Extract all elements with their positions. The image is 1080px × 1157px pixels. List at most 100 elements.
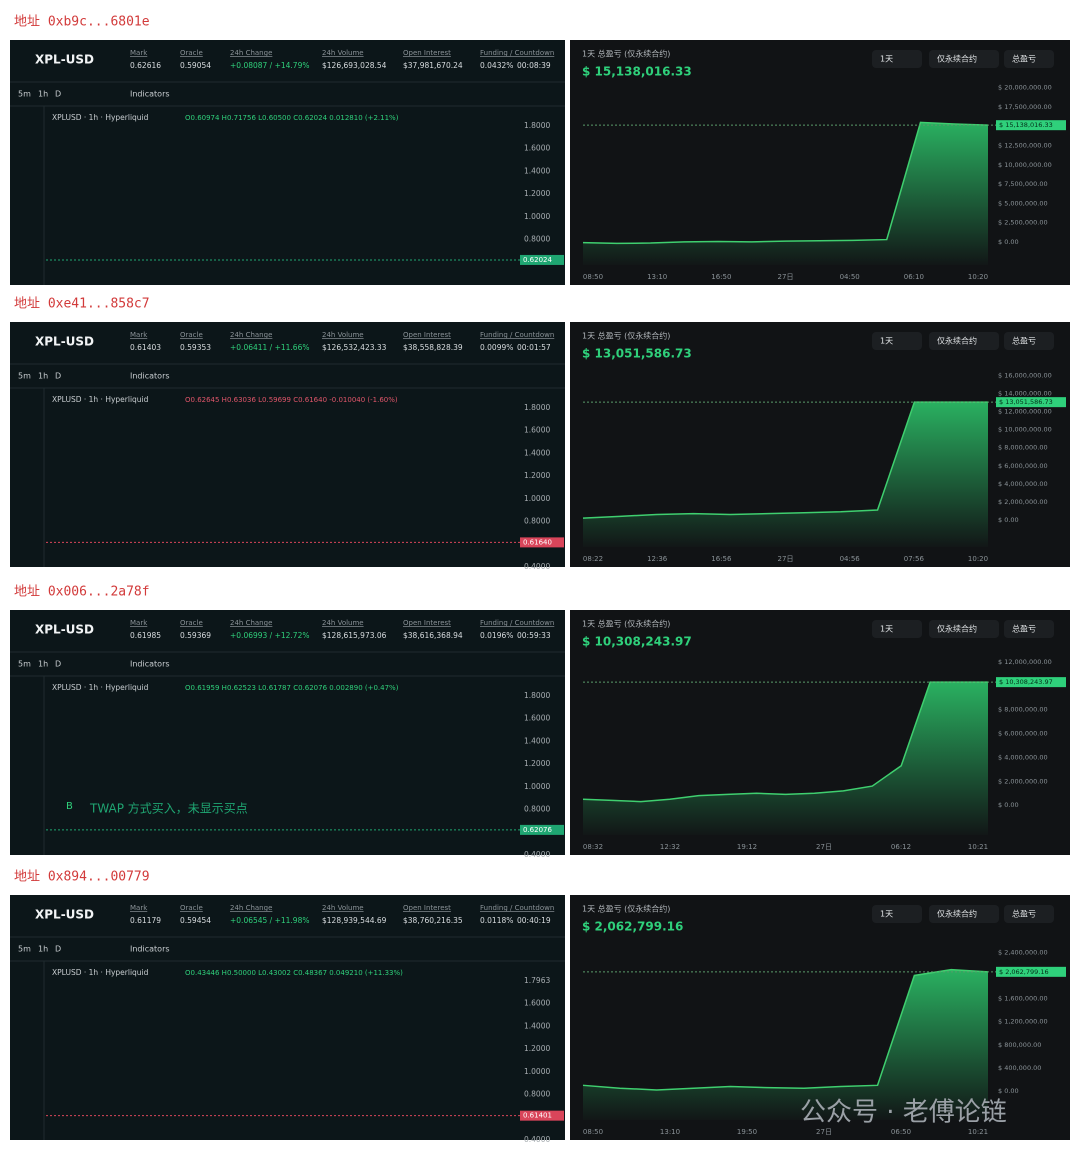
price-tick-label: 1.2000 [524, 1044, 550, 1053]
stat-value: 0.0099% [480, 343, 513, 352]
stat-value: 0.59369 [180, 631, 211, 640]
selector-label: 1天 [880, 55, 893, 64]
toolbar-item: D [55, 945, 61, 954]
stat-value: 0.59454 [180, 916, 211, 925]
pnl-x-label: 08:50 [583, 273, 603, 281]
price-tick-label: 1.6000 [524, 999, 550, 1008]
ohlc: O0.61959 H0.62523 L0.61787 C0.62076 0.00… [185, 684, 399, 692]
pnl-tick-label: $ 16,000,000.00 [998, 372, 1052, 380]
pnl-x-label: 13:10 [660, 1128, 680, 1136]
price-badge-label: 0.62024 [523, 256, 552, 264]
selector [1004, 620, 1054, 638]
stat-label: 24h Change [230, 619, 272, 627]
selector-label: 1天 [880, 625, 893, 634]
market-panel [10, 40, 565, 285]
pnl-area [583, 969, 988, 1120]
ohlc: O0.62645 H0.63036 L0.59699 C0.61640 -0.0… [185, 396, 398, 404]
pnl-x-label: 16:50 [711, 273, 731, 281]
pnl-x-label: 12:32 [660, 843, 680, 851]
selector [929, 332, 999, 350]
pnl-x-label: 04:56 [840, 555, 861, 563]
address-label: 地址 0x006...2a78f [14, 585, 150, 600]
pnl-value: $ 10,308,243.97 [582, 635, 692, 649]
stat-value: +0.06993 / +12.72% [230, 631, 309, 640]
selector-label: 总盈亏 [1012, 54, 1036, 64]
current-badge-label: $ 10,308,243.97 [999, 678, 1053, 686]
current-badge [996, 397, 1066, 408]
current-badge [996, 677, 1066, 688]
pnl-line [582, 121, 989, 245]
pnl-tick-label: $ 1,200,000.00 [998, 1018, 1048, 1026]
toolbar-item: 5m [18, 660, 31, 669]
pnl-tick-label: $ 2,400,000.00 [998, 948, 1048, 956]
stat-label: Open Interest [403, 331, 451, 339]
symbol: XPL-USD [35, 623, 94, 637]
pnl-x-label: 10:21 [968, 1128, 988, 1136]
pnl-tick-label: $ 0.00 [998, 238, 1019, 246]
symbol: XPL-USD [35, 908, 94, 922]
stat-value: +0.06545 / +11.98% [230, 916, 309, 925]
toolbar-item: 5m [18, 372, 31, 381]
stat-label: Open Interest [403, 619, 451, 627]
price-badge-label: 0.61401 [523, 1112, 552, 1120]
pnl-tick-label: $ 1,600,000.00 [998, 995, 1048, 1003]
price-tick-label: 1.0000 [524, 494, 550, 503]
price-tick-label: 0.8000 [524, 805, 550, 814]
stat-label: Open Interest [403, 49, 451, 57]
countdown: 00:59:33 [517, 631, 551, 640]
price-tick-label: 0.8000 [524, 235, 550, 244]
stat-value: 0.0432% [480, 61, 513, 70]
stat-label: Mark [130, 331, 148, 339]
chart-legend: XPLUSD · 1h · Hyperliquid [52, 683, 149, 692]
stat-label: 24h Change [230, 49, 272, 57]
stat-label: 24h Change [230, 904, 272, 912]
ohlc: O0.60974 H0.71756 L0.60500 C0.62024 0.01… [185, 114, 399, 122]
pnl-x-label: 16:56 [711, 555, 732, 563]
pnl-tick-label: $ 20,000,000.00 [998, 84, 1052, 92]
stat-label: Open Interest [403, 904, 451, 912]
stat-label: 24h Volume [322, 331, 364, 339]
price-badge-label: 0.62076 [523, 826, 552, 834]
pnl-tick-label: $ 17,500,000.00 [998, 103, 1052, 111]
current-badge-label: $ 2,062,799.16 [999, 968, 1049, 976]
selector [929, 620, 999, 638]
pnl-x-label: 07:56 [904, 555, 925, 563]
selector [929, 50, 999, 68]
pnl-tick-label: $ 12,000,000.00 [998, 658, 1052, 666]
pnl-tick-label: $ 2,500,000.00 [998, 219, 1048, 227]
toolbar-item: 1h [38, 90, 48, 99]
stat-label: Oracle [180, 619, 203, 627]
toolbar-item: 5m [18, 90, 31, 99]
toolbar-item: Indicators [130, 945, 170, 954]
price-tick-label: 0.4000 [524, 562, 550, 571]
stat-value: $38,616,368.94 [403, 631, 463, 640]
price-tick-label: 1.0000 [524, 212, 550, 221]
price-badge [520, 824, 564, 835]
chart-legend: XPLUSD · 1h · Hyperliquid [52, 395, 149, 404]
ohlc: O0.43446 H0.50000 L0.43002 C0.48367 0.04… [185, 969, 403, 977]
pnl-tick-label: $ 8,000,000.00 [998, 444, 1048, 452]
pnl-tick-label: $ 6,000,000.00 [998, 462, 1048, 470]
price-tick-label: 1.0000 [524, 782, 550, 791]
pnl-x-label: 19:12 [737, 843, 757, 851]
market-panel [10, 610, 565, 855]
pnl-tick-label: $ 4,000,000.00 [998, 480, 1048, 488]
pnl-title: 1天 总盈亏 (仅永续合约) [582, 49, 670, 59]
price-tick-label: 1.6000 [524, 714, 550, 723]
stat-value: 0.59054 [180, 61, 211, 70]
toolbar-item: Indicators [130, 372, 170, 381]
countdown: 00:01:57 [517, 343, 551, 352]
stat-value: 0.62616 [130, 61, 161, 70]
pnl-x-label: 06:12 [891, 843, 911, 851]
price-tick-label: 1.2000 [524, 189, 550, 198]
stat-label: 24h Change [230, 331, 272, 339]
pnl-x-label: 08:50 [583, 1128, 603, 1136]
annotation: TWAP 方式买入，未显示买点 [89, 801, 248, 816]
pnl-value: $ 13,051,586.73 [582, 347, 692, 361]
price-tick-label: 1.6000 [524, 426, 550, 435]
price-badge-label: 0.61640 [523, 538, 552, 546]
price-tick-label: 0.4000 [524, 850, 550, 859]
pnl-tick-label: $ 800,000.00 [998, 1041, 1041, 1049]
price-tick-label: 1.2000 [524, 759, 550, 768]
